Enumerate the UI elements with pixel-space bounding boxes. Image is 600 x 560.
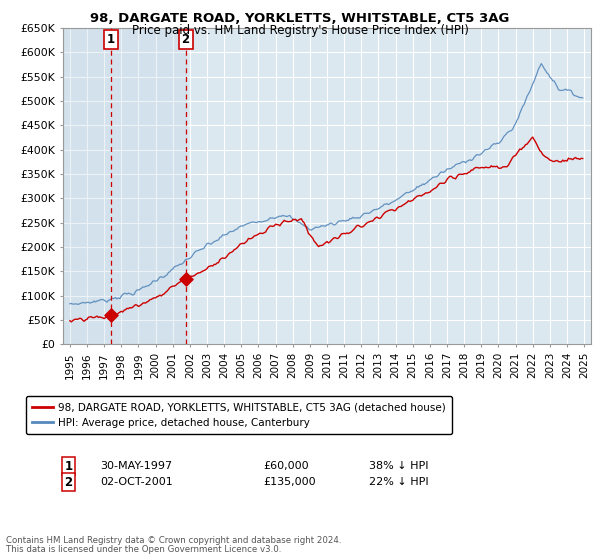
- Point: [106, 311, 115, 320]
- Point: [181, 274, 190, 283]
- Text: Contains HM Land Registry data © Crown copyright and database right 2024.: Contains HM Land Registry data © Crown c…: [6, 536, 341, 545]
- Text: 02-OCT-2001: 02-OCT-2001: [100, 477, 173, 487]
- Text: 1: 1: [107, 32, 115, 45]
- Text: 22% ↓ HPI: 22% ↓ HPI: [369, 477, 429, 487]
- Text: 1: 1: [64, 460, 73, 473]
- Text: 2: 2: [182, 32, 190, 45]
- Text: Price paid vs. HM Land Registry's House Price Index (HPI): Price paid vs. HM Land Registry's House …: [131, 24, 469, 36]
- Legend: 98, DARGATE ROAD, YORKLETTS, WHITSTABLE, CT5 3AG (detached house), HPI: Average : 98, DARGATE ROAD, YORKLETTS, WHITSTABLE,…: [26, 396, 452, 434]
- Bar: [63, 28, 185, 344]
- Text: 30-MAY-1997: 30-MAY-1997: [100, 461, 172, 471]
- Text: This data is licensed under the Open Government Licence v3.0.: This data is licensed under the Open Gov…: [6, 545, 281, 554]
- Text: 98, DARGATE ROAD, YORKLETTS, WHITSTABLE, CT5 3AG: 98, DARGATE ROAD, YORKLETTS, WHITSTABLE,…: [91, 12, 509, 25]
- Text: 2: 2: [64, 475, 73, 488]
- Text: £135,000: £135,000: [263, 477, 316, 487]
- Text: 38% ↓ HPI: 38% ↓ HPI: [369, 461, 429, 471]
- Text: £60,000: £60,000: [263, 461, 309, 471]
